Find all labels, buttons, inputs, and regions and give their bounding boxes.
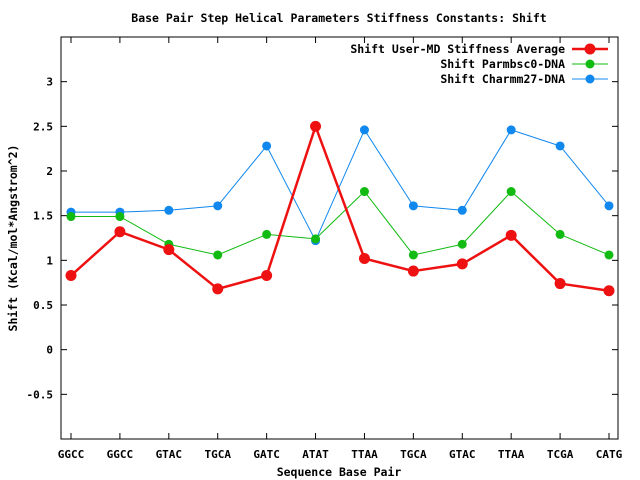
x-tick-label: GTAC [156,448,183,461]
data-point [359,187,369,197]
series-1 [65,120,615,297]
data-point [262,229,272,239]
y-axis: -0.5 0 0.5 1 1.5 2 2.5 3 [27,76,618,401]
legend-label: Shift User-MD Stiffness Average [350,42,565,56]
x-tick-label: GATC [253,448,280,461]
y-tick-label: 0 [46,344,53,357]
data-point [407,265,419,277]
legend-marker [585,59,595,69]
y-tick-label: 2 [46,165,53,178]
x-tick-label: CATG [596,448,623,461]
legend-item: Shift User-MD Stiffness Average [350,42,608,56]
x-tick-label: TTAA [351,448,378,461]
y-axis-label: Shift (Kcal/mol*Angstrom^2) [6,145,20,332]
data-point [66,212,76,222]
data-point [603,285,615,297]
series-2 [66,187,614,260]
legend-item: Shift Charmm27-DNA [440,72,608,86]
data-point [408,250,418,260]
x-tick-label: TTAA [498,448,525,461]
data-point [408,201,418,211]
data-point [555,229,565,239]
legend-marker [585,74,595,84]
x-tick-label: GTAC [449,448,476,461]
data-point [604,250,614,260]
data-point [554,278,566,290]
legend-label: Shift Parmbsc0-DNA [440,57,565,71]
x-tick-label: ATAT [302,448,329,461]
data-point [213,201,223,211]
data-point [310,120,322,132]
series-layer [65,120,615,297]
data-point [115,212,125,222]
chart-title: Base Pair Step Helical Parameters Stiffn… [131,11,546,25]
y-tick-label: 2.5 [33,120,53,133]
data-point [555,141,565,151]
data-point [506,187,516,197]
data-point [506,125,516,135]
legend-label: Shift Charmm27-DNA [440,72,565,86]
data-point [261,270,273,282]
data-point [262,141,272,151]
x-axis: GGCC GGCC GTAC TGCA GATC ATAT TTAA TGCA GTAC TTAA… [58,37,623,461]
y-tick-label: 0.5 [33,299,53,312]
data-point [212,283,224,295]
data-point [457,239,467,249]
data-point [604,201,614,211]
series-3 [66,125,614,246]
x-tick-label: GGCC [58,448,85,461]
legend-marker [584,43,596,55]
data-point [358,253,370,265]
legend-item: Shift Parmbsc0-DNA [440,57,608,71]
y-tick-label: 1.5 [33,210,53,223]
data-point [359,125,369,135]
y-tick-label: -0.5 [27,388,54,401]
x-tick-label: GGCC [107,448,134,461]
data-point [164,205,174,215]
y-tick-label: 3 [46,76,53,89]
data-point [456,258,468,270]
series-line [70,125,610,292]
data-point [213,250,223,260]
x-tick-label: TGCA [204,448,231,461]
data-point [65,270,77,282]
data-point [311,234,321,244]
data-point [457,205,467,215]
y-tick-label: 1 [46,254,53,267]
data-point [505,229,517,241]
series-line [71,129,610,242]
x-tick-label: TCGA [547,448,574,461]
x-tick-label: TGCA [400,448,427,461]
series-line [71,191,610,256]
data-point [114,226,126,238]
plot-frame [60,36,619,440]
data-point [163,244,175,256]
x-axis-label: Sequence Base Pair [277,465,402,479]
